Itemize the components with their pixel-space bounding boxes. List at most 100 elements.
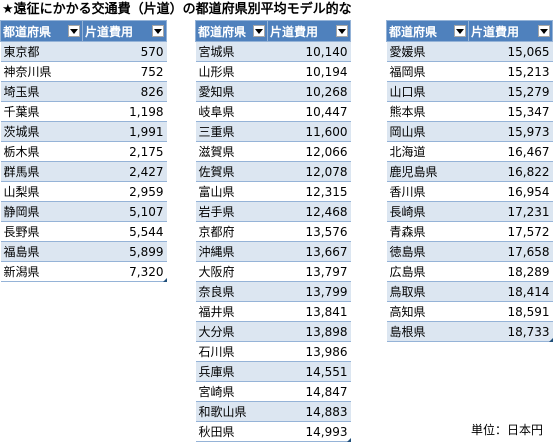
prefecture-cell[interactable]: 鳥取県 <box>386 281 469 302</box>
prefecture-cell[interactable]: 熊本県 <box>386 101 469 122</box>
fare-cell[interactable]: 13,841 <box>267 301 351 322</box>
fare-cell[interactable]: 13,898 <box>267 321 351 342</box>
fare-cell[interactable]: 12,468 <box>267 201 351 222</box>
prefecture-cell[interactable]: 徳島県 <box>386 241 469 262</box>
fare-cell[interactable]: 17,658 <box>468 241 553 262</box>
fare-cell[interactable]: 2,175 <box>82 141 167 162</box>
prefecture-cell[interactable]: 秋田県 <box>195 421 268 442</box>
fare-cell[interactable]: 10,447 <box>267 101 351 122</box>
prefecture-cell[interactable]: 和歌山県 <box>195 401 268 422</box>
fare-cell[interactable]: 12,078 <box>267 161 351 182</box>
fare-header[interactable]: 片道費用 <box>82 20 167 42</box>
fare-cell[interactable]: 18,733 <box>468 321 553 342</box>
table-resize-handle[interactable] <box>549 338 553 342</box>
prefecture-cell[interactable]: 栃木県 <box>0 141 83 162</box>
fare-cell[interactable]: 5,107 <box>82 201 167 222</box>
fare-cell[interactable]: 15,347 <box>468 101 553 122</box>
filter-dropdown-icon[interactable] <box>68 25 80 37</box>
filter-dropdown-icon[interactable] <box>336 25 348 37</box>
prefecture-cell[interactable]: 島根県 <box>386 321 469 342</box>
prefecture-cell[interactable]: 福岡県 <box>386 61 469 82</box>
fare-cell[interactable]: 17,572 <box>468 221 553 242</box>
fare-cell[interactable]: 14,551 <box>267 361 351 382</box>
table-resize-handle[interactable] <box>163 278 167 282</box>
filter-dropdown-icon[interactable] <box>152 25 164 37</box>
fare-cell[interactable]: 10,194 <box>267 61 351 82</box>
prefecture-cell[interactable]: 大阪府 <box>195 261 268 282</box>
fare-cell[interactable]: 14,883 <box>267 401 351 422</box>
fare-cell[interactable]: 10,268 <box>267 81 351 102</box>
prefecture-cell[interactable]: 千葉県 <box>0 101 83 122</box>
prefecture-cell[interactable]: 岩手県 <box>195 201 268 222</box>
fare-header[interactable]: 片道費用 <box>468 20 553 42</box>
prefecture-cell[interactable]: 茨城県 <box>0 121 83 142</box>
fare-cell[interactable]: 12,066 <box>267 141 351 162</box>
prefecture-cell[interactable]: 京都府 <box>195 221 268 242</box>
filter-dropdown-icon[interactable] <box>454 25 466 37</box>
fare-header[interactable]: 片道費用 <box>267 20 351 42</box>
fare-cell[interactable]: 16,822 <box>468 161 553 182</box>
fare-cell[interactable]: 1,991 <box>82 121 167 142</box>
prefecture-header[interactable]: 都道府県 <box>195 20 268 42</box>
prefecture-cell[interactable]: 香川県 <box>386 181 469 202</box>
fare-cell[interactable]: 15,279 <box>468 81 553 102</box>
prefecture-cell[interactable]: 山形県 <box>195 61 268 82</box>
fare-cell[interactable]: 15,973 <box>468 121 553 142</box>
prefecture-cell[interactable]: 岡山県 <box>386 121 469 142</box>
fare-cell[interactable]: 12,315 <box>267 181 351 202</box>
prefecture-cell[interactable]: 山梨県 <box>0 181 83 202</box>
prefecture-cell[interactable]: 滋賀県 <box>195 141 268 162</box>
filter-dropdown-icon[interactable] <box>538 25 550 37</box>
prefecture-cell[interactable]: 福井県 <box>195 301 268 322</box>
prefecture-cell[interactable]: 山口県 <box>386 81 469 102</box>
prefecture-cell[interactable]: 三重県 <box>195 121 268 142</box>
prefecture-cell[interactable]: 埼玉県 <box>0 81 83 102</box>
fare-cell[interactable]: 5,544 <box>82 221 167 242</box>
prefecture-cell[interactable]: 兵庫県 <box>195 361 268 382</box>
prefecture-cell[interactable]: 奈良県 <box>195 281 268 302</box>
fare-cell[interactable]: 2,959 <box>82 181 167 202</box>
prefecture-cell[interactable]: 北海道 <box>386 141 469 162</box>
prefecture-cell[interactable]: 長野県 <box>0 221 83 242</box>
prefecture-cell[interactable]: 富山県 <box>195 181 268 202</box>
prefecture-cell[interactable]: 高知県 <box>386 301 469 322</box>
fare-cell[interactable]: 752 <box>82 61 167 82</box>
prefecture-cell[interactable]: 愛知県 <box>195 81 268 102</box>
prefecture-cell[interactable]: 愛媛県 <box>386 41 469 62</box>
fare-cell[interactable]: 13,667 <box>267 241 351 262</box>
fare-cell[interactable]: 15,213 <box>468 61 553 82</box>
fare-cell[interactable]: 13,986 <box>267 341 351 362</box>
fare-cell[interactable]: 17,231 <box>468 201 553 222</box>
prefecture-cell[interactable]: 広島県 <box>386 261 469 282</box>
fare-cell[interactable]: 2,427 <box>82 161 167 182</box>
prefecture-cell[interactable]: 新潟県 <box>0 261 83 282</box>
prefecture-cell[interactable]: 宮城県 <box>195 41 268 62</box>
fare-cell[interactable]: 826 <box>82 81 167 102</box>
fare-cell[interactable]: 14,847 <box>267 381 351 402</box>
fare-cell[interactable]: 13,799 <box>267 281 351 302</box>
fare-cell[interactable]: 18,591 <box>468 301 553 322</box>
prefecture-cell[interactable]: 東京都 <box>0 41 83 62</box>
fare-cell[interactable]: 18,289 <box>468 261 553 282</box>
prefecture-header[interactable]: 都道府県 <box>0 20 83 42</box>
prefecture-cell[interactable]: 佐賀県 <box>195 161 268 182</box>
fare-cell[interactable]: 11,600 <box>267 121 351 142</box>
fare-cell[interactable]: 14,993 <box>267 421 351 442</box>
prefecture-cell[interactable]: 長崎県 <box>386 201 469 222</box>
prefecture-cell[interactable]: 神奈川県 <box>0 61 83 82</box>
fare-cell[interactable]: 13,576 <box>267 221 351 242</box>
fare-cell[interactable]: 18,414 <box>468 281 553 302</box>
fare-cell[interactable]: 1,198 <box>82 101 167 122</box>
prefecture-cell[interactable]: 沖縄県 <box>195 241 268 262</box>
prefecture-cell[interactable]: 静岡県 <box>0 201 83 222</box>
fare-cell[interactable]: 7,320 <box>82 261 167 282</box>
prefecture-cell[interactable]: 福島県 <box>0 241 83 262</box>
prefecture-cell[interactable]: 群馬県 <box>0 161 83 182</box>
table-resize-handle[interactable] <box>347 438 351 442</box>
prefecture-cell[interactable]: 宮崎県 <box>195 381 268 402</box>
prefecture-cell[interactable]: 青森県 <box>386 221 469 242</box>
prefecture-cell[interactable]: 大分県 <box>195 321 268 342</box>
fare-cell[interactable]: 13,797 <box>267 261 351 282</box>
fare-cell[interactable]: 570 <box>82 41 167 62</box>
fare-cell[interactable]: 10,140 <box>267 41 351 62</box>
